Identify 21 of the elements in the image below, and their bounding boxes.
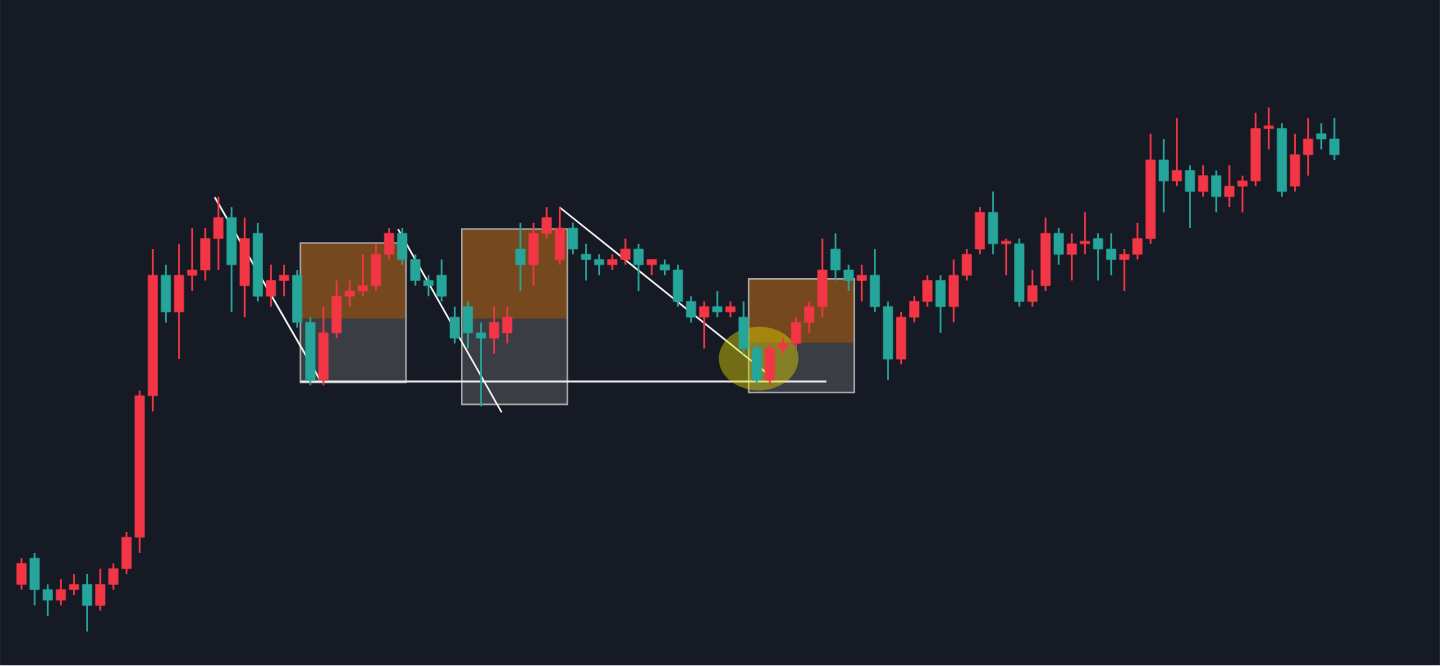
candlestick <box>1211 169 1222 214</box>
candlestick <box>633 243 644 293</box>
candlestick <box>1001 237 1012 277</box>
candlestick <box>160 264 171 324</box>
candlestick <box>1158 138 1169 214</box>
candlestick <box>16 557 27 591</box>
candlestick <box>1053 227 1064 266</box>
candlestick <box>1171 117 1182 188</box>
candlestick <box>567 222 578 256</box>
candlestick <box>699 300 710 350</box>
candlestick <box>1198 164 1209 198</box>
candlestick <box>1184 164 1196 230</box>
candlestick <box>974 206 985 256</box>
candlestick <box>988 190 999 256</box>
candlestick <box>82 573 93 633</box>
candlestick <box>856 264 867 303</box>
candlestick <box>712 290 723 319</box>
candlestick <box>935 274 946 335</box>
candlestick <box>226 206 237 314</box>
candlestick <box>239 216 250 319</box>
candlestick <box>515 222 526 293</box>
